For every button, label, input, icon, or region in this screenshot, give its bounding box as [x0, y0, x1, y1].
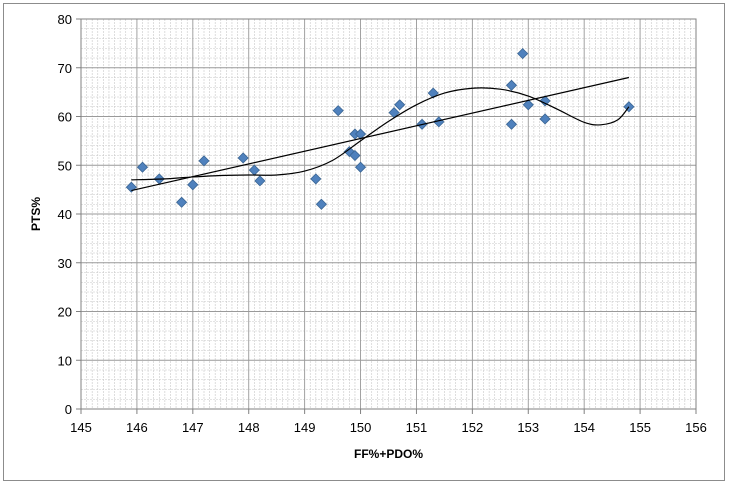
y-tick-label: 20 — [58, 305, 72, 320]
linear-trendline — [131, 76, 630, 192]
y-tick-label: 0 — [65, 402, 72, 417]
y-axis-tick-labels: 0 10 20 30 40 50 60 70 80 — [58, 12, 72, 417]
x-tick-label: 155 — [629, 420, 651, 435]
plot-area-border — [80, 18, 697, 410]
data-point — [176, 196, 188, 208]
x-tick-label: 153 — [517, 420, 539, 435]
y-tick-label: 30 — [58, 256, 72, 271]
y-tick-label: 10 — [58, 353, 72, 368]
x-tick-label: 150 — [350, 420, 372, 435]
data-point — [136, 161, 149, 173]
data-point — [522, 99, 534, 111]
data-point — [125, 181, 137, 193]
data-point — [517, 48, 529, 60]
data-point — [354, 161, 367, 173]
data-point — [539, 113, 551, 125]
polynomial-trendline — [131, 87, 630, 181]
x-tick-label: 154 — [573, 420, 595, 435]
x-tick-label: 145 — [70, 420, 92, 435]
x-tick-label: 148 — [238, 420, 260, 435]
major-grid — [76, 18, 697, 414]
data-points — [125, 48, 635, 210]
data-point — [394, 99, 406, 111]
data-point — [237, 152, 249, 164]
data-point — [198, 155, 210, 167]
y-tick-label: 80 — [58, 12, 72, 27]
y-tick-label: 40 — [58, 207, 72, 222]
x-tick-label: 152 — [462, 420, 484, 435]
y-tick-label: 60 — [58, 110, 72, 125]
data-point — [254, 175, 266, 187]
x-axis-title: FF%+PDO% — [354, 447, 423, 461]
data-point — [187, 179, 199, 191]
data-point — [505, 118, 518, 130]
y-tick-label: 70 — [58, 61, 72, 76]
data-point — [332, 105, 344, 117]
x-tick-label: 147 — [182, 420, 204, 435]
data-point — [623, 101, 635, 113]
data-point — [315, 198, 327, 210]
x-tick-label: 149 — [294, 420, 316, 435]
y-tick-label: 50 — [58, 158, 72, 173]
data-point — [505, 79, 518, 91]
data-point — [310, 173, 322, 185]
x-axis-tick-labels: 145 146 147 148 149 150 151 152 153 154 155 156 — [70, 420, 707, 435]
x-tick-label: 151 — [406, 420, 428, 435]
data-point — [349, 149, 361, 162]
y-axis-title: PTS% — [29, 197, 43, 231]
data-point — [539, 95, 551, 107]
x-tick-label: 156 — [685, 420, 707, 435]
x-tick-label: 146 — [126, 420, 148, 435]
data-point — [248, 164, 260, 176]
